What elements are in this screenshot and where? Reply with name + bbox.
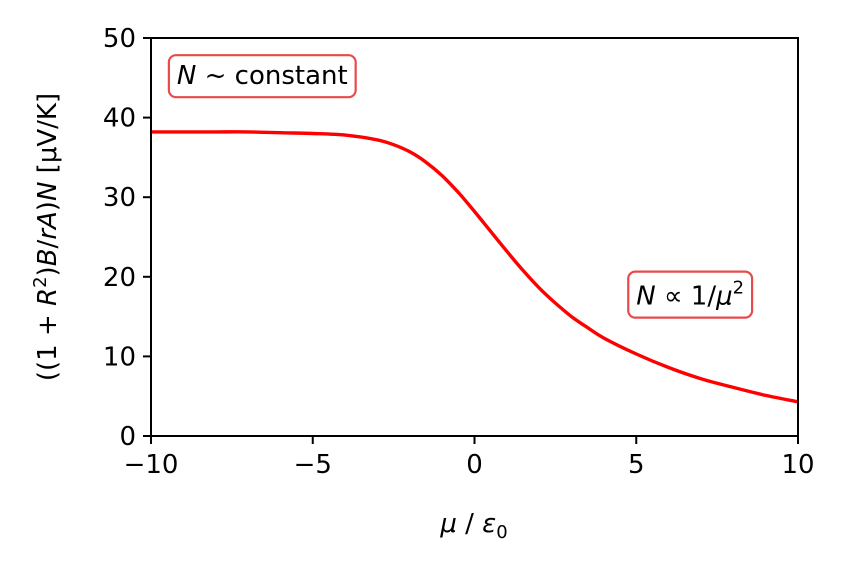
y-tick-label: 10 [103, 342, 136, 372]
annotation-text: N ~ constant [177, 61, 348, 91]
axis-ticks: −10 −5 0 5 10 0 10 20 30 40 50 [103, 24, 815, 480]
x-tick-label: 5 [628, 450, 645, 480]
y-axis-label: ((1 + R2)B/rA)N [μV/K] [30, 93, 63, 381]
x-tick-label: 0 [466, 450, 483, 480]
annotations: N ~ constant N ∝ 1/μ2 [167, 54, 754, 319]
annotation-inverse: N ∝ 1/μ2 [627, 270, 754, 319]
y-tick-label: 20 [103, 263, 136, 293]
x-axis-label: μ / ε0 [439, 509, 507, 543]
y-tick-label: 50 [103, 24, 136, 54]
y-tick-label: 0 [119, 422, 136, 452]
plot-frame [150, 37, 799, 437]
y-tick-label: 40 [103, 104, 136, 134]
annotation-text: N ∝ 1/μ2 [636, 278, 744, 312]
x-tick-label: −5 [294, 450, 332, 480]
annotation-box [627, 270, 754, 319]
annotation-constant: N ~ constant [167, 54, 357, 99]
y-tick-label: 30 [103, 183, 136, 213]
x-tick-label: −10 [124, 450, 179, 480]
series-line-0 [150, 130, 799, 404]
annotation-box [167, 54, 357, 99]
plot-area [150, 130, 799, 404]
x-tick-label: 10 [781, 450, 814, 480]
